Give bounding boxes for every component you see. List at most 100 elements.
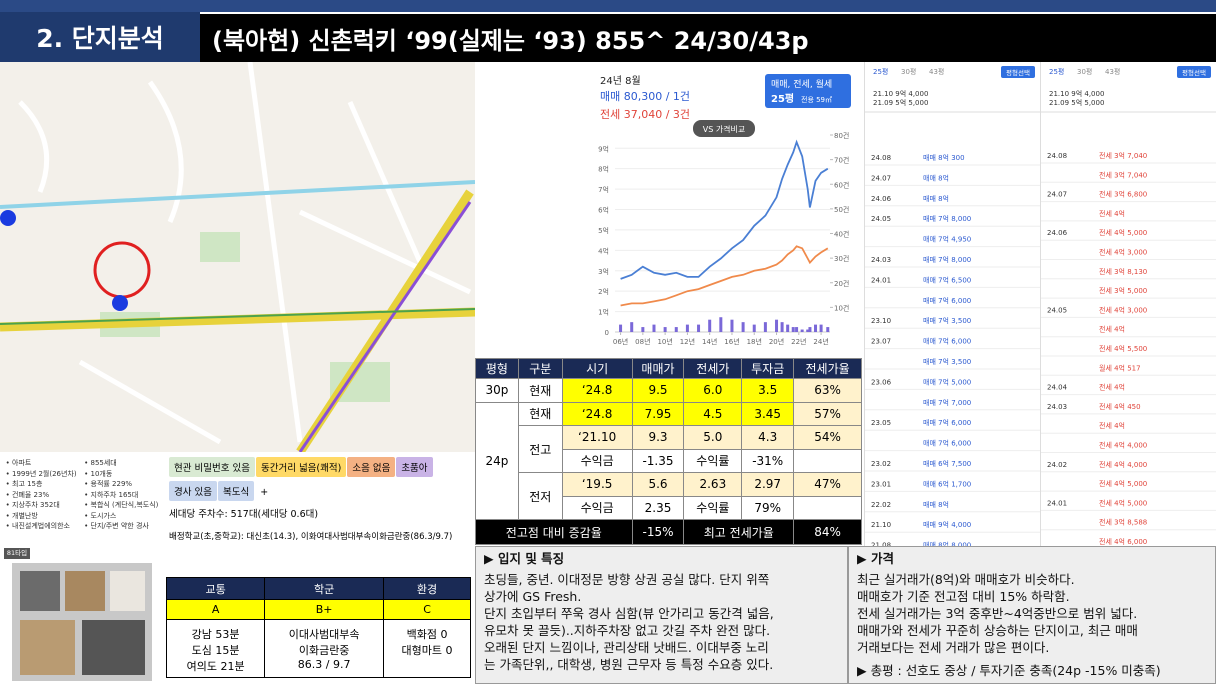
text-line: 오래된 단지 느낌이나, 관리상태 낫배드. 이대부중 노리 <box>484 640 769 655</box>
size-button-label: 평형선택 <box>1006 68 1030 77</box>
jeonse-summary: 전세 37,040 / 3건 <box>600 108 690 121</box>
cell: 3.45 <box>741 401 795 426</box>
text-line: 상가에 GS Fresh. <box>484 589 582 604</box>
size-tab: 25평 <box>1049 67 1064 76</box>
volume-bar <box>630 322 634 332</box>
summary-row: 전저 ‘19.5 5.6 2.63 2.97 47% <box>476 472 862 520</box>
main-road <box>0 307 475 332</box>
volume-bar <box>619 324 623 332</box>
trade-price: 매매 8억 <box>923 174 949 182</box>
size-tab: 30평 <box>901 67 916 76</box>
y-tick-label: 5억 <box>598 227 609 235</box>
spec-item: 아파트 <box>12 458 83 469</box>
th: 투자금 <box>741 358 795 379</box>
volume-bar <box>814 324 818 332</box>
grade-detail-line: 도심 15분 <box>191 644 240 657</box>
plan-label-bg <box>4 548 30 559</box>
trade-price: 전세 4억 5,000 <box>1099 228 1147 237</box>
trade-price: 전세 3억 5,000 <box>1099 286 1147 295</box>
room <box>20 620 75 675</box>
volume-bar <box>775 319 779 332</box>
text-line: 거래보다는 전세 거래가 많은 편이다. <box>857 640 1050 655</box>
trade-date: 23.01 <box>871 480 891 488</box>
cell: 54% <box>793 425 862 450</box>
x-tick-label: 24년 <box>813 337 828 346</box>
price-line <box>620 245 829 307</box>
th: 매매가 <box>631 358 685 379</box>
summary-header: 평형 구분 시기 매매가 전세가 투자금 전세가율 <box>475 358 862 379</box>
location-box: ▶ 입지 및 특징 초딩들, 중년. 이대정문 방향 상권 공실 많다. 단지 … <box>475 546 848 684</box>
volume-bar <box>719 317 723 332</box>
y-tick-label: 4억 <box>598 247 609 255</box>
subway <box>0 308 475 325</box>
trade-date: 22.02 <box>871 501 891 509</box>
th: 전세가 <box>683 358 743 379</box>
text-line: 는 가족단위,, 대학생, 병원 근무자 등 특정 수요층 있다. <box>484 657 774 672</box>
trade-price: 매매 7억 6,000 <box>923 419 971 427</box>
trade-price: 매매 8억 300 <box>923 154 965 162</box>
grade-row: A B+ C <box>165 599 471 620</box>
y2-tick-label: 10건 <box>834 303 849 312</box>
summary-row: 24p 현재 ‘24.8 7.95 4.5 3.45 57% <box>475 401 862 520</box>
trade-price: 전세 3억 8,130 <box>1099 267 1147 276</box>
trade-price: 전세 3억 7,040 <box>1099 170 1147 179</box>
parking: 세대당 주차수: 517대(세대당 0.6대) <box>169 509 319 520</box>
volume-bar <box>763 322 767 332</box>
summary-table: 평형 구분 시기 매매가 전세가 투자금 전세가율 30p 현재 ‘24.8 9.5 6.0 3.5 6… <box>475 358 862 545</box>
summary-row: 30p 현재 ‘24.8 9.5 6.0 3.5 63% <box>475 378 862 403</box>
cell: 57% <box>793 401 862 426</box>
volume-bar <box>641 327 645 332</box>
cell: ‘21.10 <box>561 425 633 450</box>
trade-price: 전세 4억 <box>1099 383 1125 392</box>
trade-date: 23.02 <box>871 460 891 468</box>
spec-item: 복합식 (계단식,복도식) <box>91 500 162 511</box>
grade-detail: 강남 53분 도심 15분 여의도 21분 <box>165 619 266 678</box>
y-tick-label: 7억 <box>598 186 609 194</box>
cell: 47% <box>793 472 862 497</box>
trade-price: 전세 3억 8,588 <box>1099 518 1147 527</box>
grade-table: 교통 학군 환경 A B+ C 강남 53분 도심 15분 여의도 21분 이대사범대부속 이화… <box>165 577 471 678</box>
trade-date: 24.01 <box>1047 499 1067 507</box>
page-title: (북아현) 신촌럭키 ‘99(실제는 ‘93) 855^ 24/30/43p <box>200 14 1216 62</box>
trade-price: 매매 7억 6,000 <box>923 440 971 448</box>
size-tab: 30평 <box>1077 67 1092 76</box>
size-label: 25평 <box>771 92 794 105</box>
trade-date: 24.07 <box>871 174 891 182</box>
cell: 4.5 <box>683 401 743 426</box>
x-tick-label: 12년 <box>680 337 695 346</box>
text-line: 유모차 못 끌듯)..지하주차장 없고 갓길 주차 완전 많다. <box>484 623 771 638</box>
trade-price: 전세 4억 <box>1099 421 1125 430</box>
park <box>200 232 240 262</box>
trade-price: 매매 9억 4,000 <box>923 521 971 529</box>
trade-price: 전세 3억 6,800 <box>1099 190 1147 199</box>
box-title: ▶ 입지 및 특징 <box>484 551 565 566</box>
volume-bar <box>819 324 823 332</box>
size-tab: 43평 <box>929 67 944 76</box>
tag: 현관 비밀번호 있음 <box>169 457 255 477</box>
volume-bar <box>652 324 656 332</box>
cell: -1.35 <box>631 448 685 473</box>
volume-bar <box>795 327 799 332</box>
y2-tick-label: 60건 <box>834 180 849 189</box>
spec-item: 지상주차 352대 <box>12 500 83 511</box>
spec-item: 최고 15층 <box>12 479 83 490</box>
trade-date: 24.05 <box>1047 306 1067 314</box>
record-high: 21.09 5억 5,000 <box>1049 99 1104 107</box>
x-tick-label: 14년 <box>702 337 717 346</box>
cell: 63% <box>793 378 862 403</box>
volume-bar <box>708 319 712 332</box>
y-tick-label: 2억 <box>598 288 609 296</box>
summary-row: 수익금 -1.35 수익률 -31% <box>476 448 862 473</box>
trade-date: 21.10 <box>871 521 891 529</box>
text-line: 초딩들, 중년. 이대정문 방향 상권 공실 많다. 단지 위쪽 <box>484 572 770 587</box>
volume-bar <box>674 327 678 332</box>
compare-label: VS 가격비교 <box>703 124 746 134</box>
trade-price: 전세 4억 4,000 <box>1099 460 1147 469</box>
cell: 전고점 대비 증감율 <box>475 519 633 545</box>
volume-bar <box>826 327 830 332</box>
trade-date: 24.05 <box>871 215 891 223</box>
tag-panel: 현관 비밀번호 있음 동간거리 넓음(쾌적) 소음 없음 초품아경사 있음 복도식 + 세… <box>165 452 475 545</box>
trade-price: 전세 4억 <box>1099 209 1125 218</box>
trade-price: 매매 7억 8,000 <box>923 215 971 223</box>
